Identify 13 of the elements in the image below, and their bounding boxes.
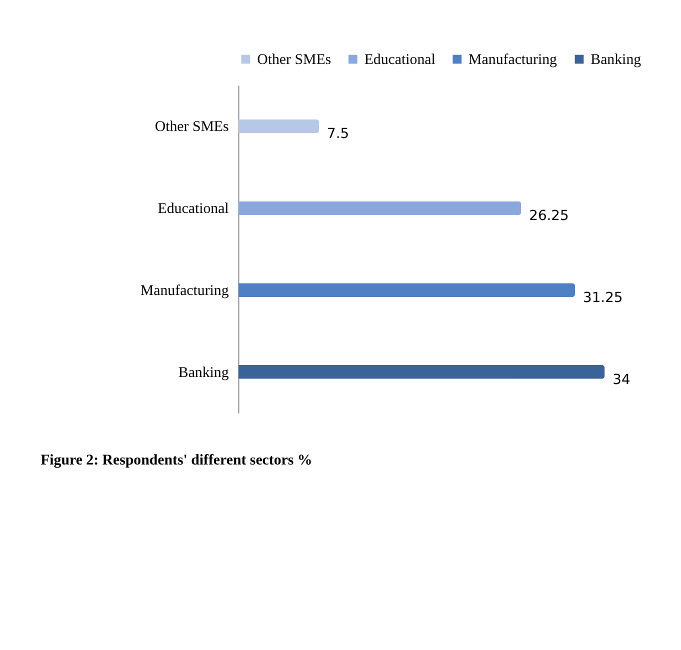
legend-label: Banking <box>590 52 642 68</box>
data-label: 26.25 <box>529 208 569 224</box>
y-tick-label: Educational <box>158 201 229 218</box>
legend-label: Manufacturing <box>468 52 558 68</box>
legend-label: Other SMEs <box>257 52 332 68</box>
legend-label: Educational <box>364 52 436 68</box>
caption: Figure 2: Respondents' different sectors % <box>40 452 312 469</box>
data-label: 34 <box>612 372 630 388</box>
data-label: 31.25 <box>583 290 623 306</box>
data-label: 7.5 <box>327 126 350 142</box>
y-tick-label: Banking <box>178 364 230 381</box>
y-tick-label: Manufacturing <box>140 283 230 300</box>
y-tick-label: Other SMEs <box>154 119 230 136</box>
